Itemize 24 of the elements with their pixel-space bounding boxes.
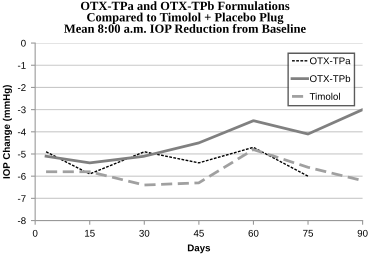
x-tick-label: 60 — [248, 230, 258, 237]
line-series — [45, 146, 309, 177]
y-tick-label: -8 — [18, 217, 26, 224]
y-tick-label: -1 — [18, 62, 26, 69]
x-tick-label: 90 — [358, 230, 368, 237]
legend-label: Timolol — [310, 92, 340, 100]
chart-title: OTX-TPa and OTX-TPb Formulations Compared to Timolol + Placebo Plug Mean 8:00 a.m. IOP Reduction from Baseline — [64, 1, 306, 33]
x-tick-label: 30 — [139, 230, 150, 237]
y-tick-label: -2 — [18, 84, 26, 91]
legend-label: OTX-TPa — [310, 57, 351, 64]
x-tick-label: 0 — [32, 230, 38, 237]
x-tick-label: 15 — [85, 230, 95, 237]
line-series — [44, 108, 363, 164]
y-tick-label: 0 — [21, 40, 26, 47]
legend-label: OTX-TPb — [310, 74, 350, 82]
y-tick-label: -4 — [18, 128, 26, 136]
y-axis-title: IOP Change (mmHg) — [2, 85, 12, 178]
y-tick-label: -5 — [18, 150, 26, 158]
y-tick-label: -6 — [18, 172, 26, 180]
x-axis-title: Days — [188, 244, 210, 254]
x-tick-label: 75 — [303, 230, 314, 237]
y-tick-label: -7 — [18, 195, 26, 202]
x-tick-label: 45 — [194, 230, 204, 237]
y-tick-label: -3 — [18, 106, 26, 114]
